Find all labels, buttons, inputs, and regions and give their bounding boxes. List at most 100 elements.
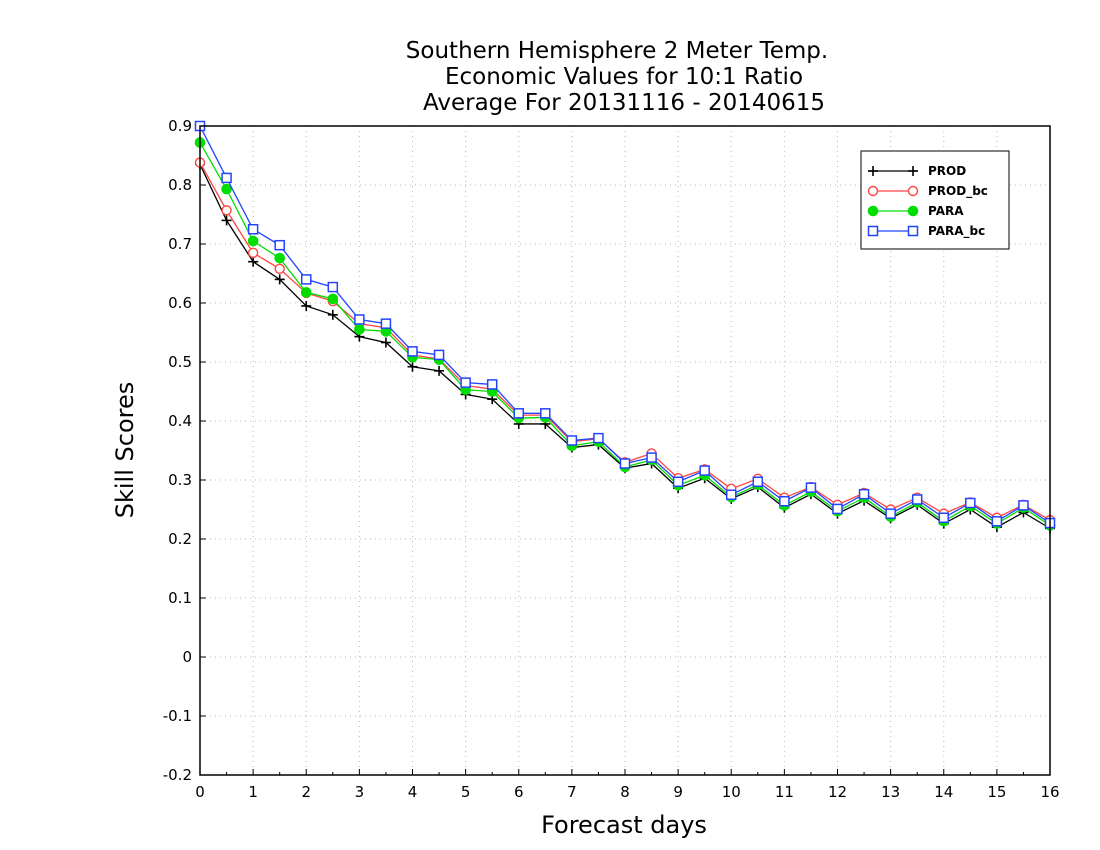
legend-label: PROD_bc	[928, 184, 988, 199]
legend-label: PROD	[928, 164, 966, 178]
x-tick-label: 14	[934, 783, 953, 801]
x-tick-label: 4	[408, 783, 418, 801]
legend-entry-para: PARA	[867, 204, 964, 218]
series-para-bc	[194, 120, 1056, 529]
y-tick-label: -0.2	[163, 766, 192, 784]
data-point-para-bc	[274, 239, 285, 251]
data-point-para	[274, 252, 285, 264]
x-axis-title: Forecast days	[541, 811, 707, 839]
data-point-para-bc	[885, 508, 896, 519]
data-point-prod	[327, 309, 338, 320]
legend-entry-prod-bc: PROD_bc	[867, 184, 988, 199]
y-tick-label: 0.2	[168, 530, 192, 548]
data-point-para-bc	[726, 489, 737, 500]
chart-title-line-3: Average For 20131116 - 20140615	[423, 90, 825, 116]
data-point-para-bc	[752, 476, 764, 488]
y-axis-title: Skill Scores	[111, 382, 139, 519]
data-point-para-bc	[540, 408, 551, 419]
y-tick-label: 0.5	[168, 353, 192, 371]
data-point-para	[354, 324, 365, 335]
data-point-prod	[301, 300, 312, 311]
legend-box	[860, 150, 1010, 250]
data-point-para-bc	[407, 346, 418, 357]
legend-marker	[907, 225, 919, 237]
legend-entry-para-bc: PARA_bc	[867, 224, 985, 239]
data-point-para	[300, 287, 312, 298]
legend-marker	[907, 185, 919, 197]
x-tick-label: 7	[567, 783, 577, 801]
x-tick-label: 3	[355, 783, 365, 801]
data-point-para-bc	[858, 488, 870, 500]
data-point-prod-bc	[274, 263, 285, 274]
x-tick-label: 9	[673, 783, 683, 801]
data-point-para-bc	[433, 349, 445, 361]
data-point-para-bc	[301, 274, 312, 285]
legend-marker	[867, 185, 879, 197]
y-tick-label: -0.1	[163, 707, 192, 725]
data-point-prod-bc	[247, 247, 259, 259]
legend-marker	[867, 205, 879, 217]
data-point-para-bc	[779, 495, 790, 507]
y-tick-label: 0.9	[168, 117, 192, 135]
x-tick-label: 1	[248, 783, 258, 801]
legend-entry-prod: PROD	[868, 164, 966, 178]
grid-lines	[200, 126, 1050, 775]
y-tick-label: 0.3	[168, 471, 192, 489]
y-tick-label: 0.4	[168, 412, 192, 430]
data-point-para-bc	[593, 432, 604, 444]
data-point-para-bc	[566, 435, 578, 446]
x-tick-label: 13	[881, 783, 900, 801]
data-point-para-bc	[991, 516, 1003, 527]
data-point-para-bc	[911, 494, 923, 505]
data-point-para-bc	[965, 497, 976, 509]
chart-title-line-2: Economic Values for 10:1 Ratio	[445, 64, 803, 90]
data-point-para	[221, 183, 232, 195]
x-tick-label: 15	[987, 783, 1006, 801]
data-point-para-bc	[805, 482, 817, 493]
data-point-para-bc	[938, 512, 949, 524]
data-point-para-bc	[380, 318, 392, 329]
x-tick-label: 16	[1040, 783, 1059, 801]
legend: PROD PROD_bc PARA PARA_bc	[860, 150, 1010, 250]
y-tick-label: 0	[182, 648, 192, 666]
data-point-prod	[221, 215, 232, 226]
legend-marker	[908, 166, 918, 176]
x-tick-label: 6	[514, 783, 524, 801]
x-tick-label: 2	[301, 783, 311, 801]
x-tick-label: 8	[620, 783, 630, 801]
chart-title: Southern Hemisphere 2 Meter Temp. Econom…	[406, 38, 828, 116]
legend-marker	[907, 205, 919, 217]
data-point-para-bc	[646, 452, 657, 463]
legend-marker	[867, 225, 879, 237]
data-point-para-bc	[486, 379, 498, 390]
x-tick-label: 0	[195, 783, 205, 801]
data-point-para-bc	[1018, 500, 1029, 511]
data-point-para-bc	[832, 503, 843, 515]
x-axis-ticks: 0 1 2 3 4 5 6 7 8 9 10 11 12 13 14 15 16	[195, 769, 1060, 801]
data-point-prod	[380, 337, 391, 348]
data-point-para-bc	[699, 465, 710, 476]
data-point-para-bc	[327, 281, 339, 293]
data-point-para-bc	[247, 224, 259, 235]
x-tick-label: 12	[828, 783, 847, 801]
data-point-prod	[407, 361, 418, 372]
data-point-para-bc	[221, 172, 232, 184]
data-point-prod	[248, 256, 259, 267]
data-point-para-bc	[619, 458, 631, 469]
legend-marker	[868, 166, 878, 176]
y-tick-label: 0.1	[168, 589, 192, 607]
legend-label: PARA	[928, 204, 964, 218]
x-tick-label: 10	[722, 783, 741, 801]
legend-entries: PROD PROD_bc PARA PARA_bc	[867, 164, 988, 239]
y-axis-ticks: -0.2 -0.1 0 0.1 0.2 0.3 0.4 0.5 0.6 0.7 0.8 0.9	[163, 117, 206, 784]
data-point-para	[327, 293, 339, 305]
data-point-prod-bc	[221, 205, 232, 216]
chart-title-line-1: Southern Hemisphere 2 Meter Temp.	[406, 38, 828, 64]
data-point-para-bc	[513, 408, 524, 419]
y-tick-label: 0.8	[168, 176, 192, 194]
data-point-para-bc	[354, 314, 365, 325]
x-tick-label: 5	[461, 783, 471, 801]
legend-label: PARA_bc	[928, 224, 985, 239]
data-point-para-bc	[460, 377, 471, 388]
